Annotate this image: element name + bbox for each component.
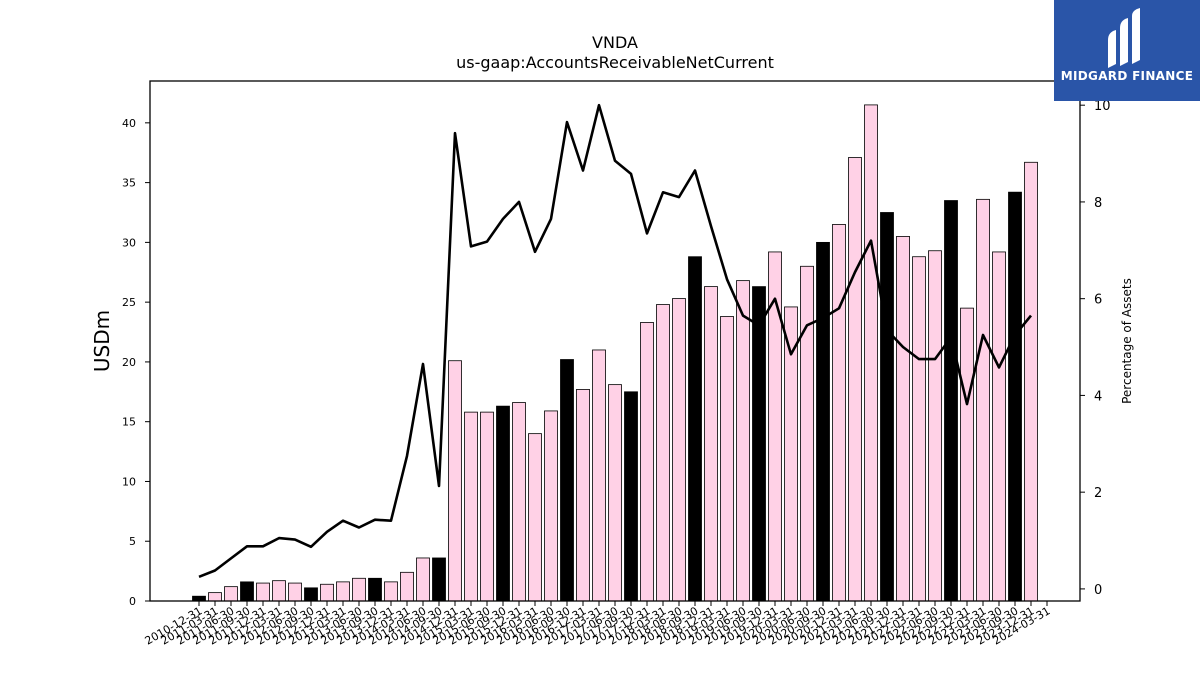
bar-2022-06-30 xyxy=(928,250,942,602)
bar-2011-09-30 xyxy=(240,581,254,602)
bar-2023-09-30 xyxy=(1008,191,1022,602)
bar-2021-03-31 xyxy=(848,157,862,602)
bar-2013-12-31 xyxy=(384,581,398,602)
y-tick-label: 35 xyxy=(122,177,136,190)
y2-tick-label: 10 xyxy=(1094,99,1111,114)
chart-title: VNDA xyxy=(592,33,638,52)
bar-2014-12-31 xyxy=(448,360,462,602)
logo-mark-icon xyxy=(1108,8,1140,68)
bar-2012-12-31 xyxy=(320,583,334,602)
y-tick-label: 0 xyxy=(129,595,136,608)
y-axis-label: USDm xyxy=(90,310,114,372)
bar-2020-06-30 xyxy=(800,265,814,602)
bar-2011-12-31 xyxy=(256,582,270,602)
bar-2011-03-31 xyxy=(208,592,222,602)
bar-2016-03-31 xyxy=(528,433,542,602)
bar-2019-03-31 xyxy=(720,316,734,602)
bar-2019-09-30 xyxy=(752,286,766,602)
bar-2018-03-31 xyxy=(656,304,670,602)
bar-2023-03-31 xyxy=(976,198,990,602)
bar-2021-09-30 xyxy=(880,212,894,602)
y-tick-label: 5 xyxy=(129,535,136,548)
bar-2017-12-31 xyxy=(640,322,654,602)
bars-group xyxy=(192,104,1038,602)
bar-2023-06-30 xyxy=(992,251,1006,602)
y2-tick-label: 8 xyxy=(1094,196,1102,211)
bar-2013-03-31 xyxy=(336,581,350,602)
bar-2011-06-30 xyxy=(224,586,238,602)
bar-2017-03-31 xyxy=(592,349,606,602)
y-tick-label: 25 xyxy=(122,296,136,309)
bar-2013-09-30 xyxy=(368,577,382,602)
bar-2012-06-30 xyxy=(288,582,302,602)
y2-tick-label: 2 xyxy=(1094,486,1102,501)
bar-2010-12-31 xyxy=(192,595,206,602)
bar-2017-06-30 xyxy=(608,384,622,602)
y-tick-label: 15 xyxy=(122,416,136,429)
bar-2016-06-30 xyxy=(544,410,558,602)
bar-2019-06-30 xyxy=(736,280,750,602)
bar-2015-12-31 xyxy=(512,402,526,602)
bar-2022-12-31 xyxy=(960,307,974,602)
bar-2012-03-31 xyxy=(272,580,286,602)
y2-tick-label: 0 xyxy=(1094,583,1102,598)
bar-2018-06-30 xyxy=(672,298,686,602)
line-group xyxy=(198,103,1033,579)
bar-2021-12-31 xyxy=(896,236,910,602)
bar-2013-06-30 xyxy=(352,577,366,602)
y2-tick-label: 6 xyxy=(1094,293,1102,308)
y-tick-label: 30 xyxy=(122,236,136,249)
bar-2012-09-30 xyxy=(304,587,318,602)
y-tick-label: 20 xyxy=(122,356,136,369)
percentage-line xyxy=(198,103,1033,579)
y2-axis-label: Percentage of Assets xyxy=(1120,278,1134,404)
bar-2022-09-30 xyxy=(944,200,958,602)
bar-2017-09-30 xyxy=(624,391,638,602)
bar-2018-09-30 xyxy=(688,256,702,602)
bar-2014-03-31 xyxy=(400,571,414,602)
bar-2015-09-30 xyxy=(496,405,510,602)
bar-2023-12-31 xyxy=(1024,161,1038,602)
bar-2014-06-30 xyxy=(416,557,430,602)
bar-2014-09-30 xyxy=(432,557,446,602)
brand-logo: MIDGARD FINANCE xyxy=(1054,0,1200,101)
y-tick-label: 10 xyxy=(122,475,136,488)
bar-2021-06-30 xyxy=(864,104,878,602)
bar-2022-03-31 xyxy=(912,256,926,602)
y-tick-label: 40 xyxy=(122,117,136,130)
bar-2016-09-30 xyxy=(560,359,574,602)
bar-2015-06-30 xyxy=(480,411,494,602)
y2-tick-label: 4 xyxy=(1094,389,1102,404)
axes-group: 051015202530354002468102010-12-312011-03… xyxy=(122,80,1111,648)
brand-name: MIDGARD FINANCE xyxy=(1060,69,1194,83)
bar-2015-03-31 xyxy=(464,411,478,602)
chart-subtitle: us-gaap:AccountsReceivableNetCurrent xyxy=(456,53,774,72)
bar-2018-12-31 xyxy=(704,286,718,602)
bar-2020-09-30 xyxy=(816,241,830,602)
bar-2016-12-31 xyxy=(576,389,590,602)
bar-2020-12-31 xyxy=(832,224,846,602)
